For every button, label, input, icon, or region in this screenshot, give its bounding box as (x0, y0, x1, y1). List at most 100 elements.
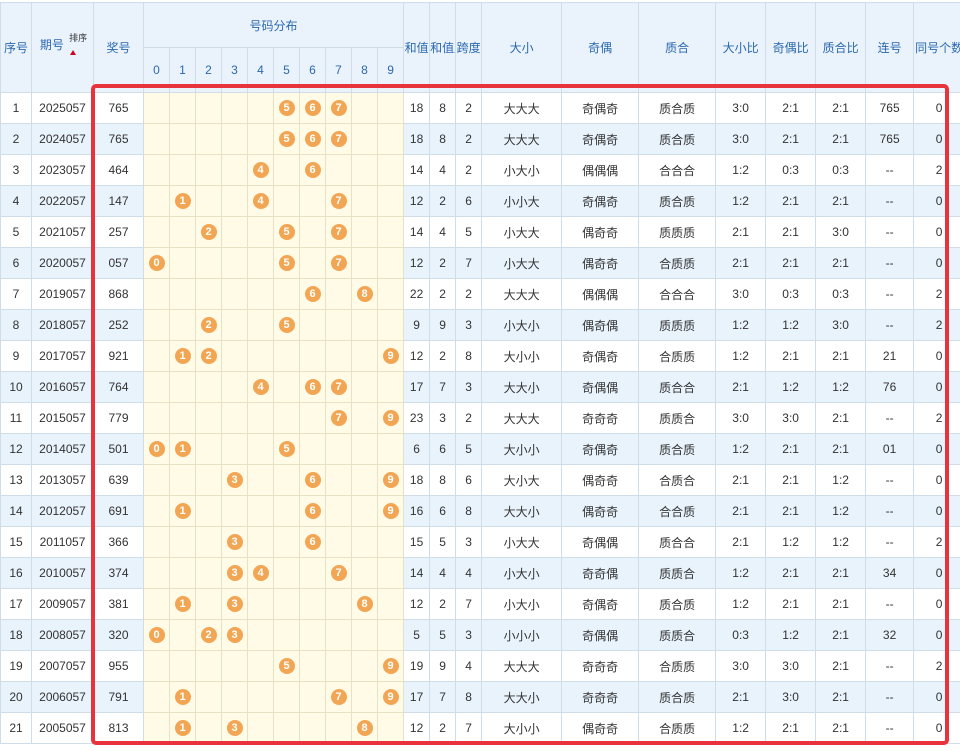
digit-cell (376, 371, 405, 403)
period-cell: 2010057 (31, 557, 94, 589)
sum-tail-cell: 2 (429, 278, 457, 310)
digit-cell: 9 (376, 464, 405, 496)
odd-even-ratio-cell: 1:2 (765, 619, 817, 651)
digit-cell (169, 464, 196, 496)
digit-cell (376, 247, 405, 279)
prime-composite-cell: 质合质 (638, 123, 717, 155)
digit-cell (273, 712, 300, 744)
span-cell: 2 (455, 92, 483, 124)
header-period[interactable]: 期号 排序 (31, 2, 94, 93)
odd-even-cell: 偶奇奇 (561, 495, 640, 527)
sum-tail-cell: 2 (429, 340, 457, 372)
odd-even-cell: 奇偶奇 (561, 92, 640, 124)
digit-cell: 4 (247, 154, 274, 186)
number-ball: 3 (226, 596, 243, 612)
header-big-small-ratio: 大小比 (715, 2, 767, 93)
digit-cell (376, 216, 405, 248)
digit-cell (325, 278, 352, 310)
span-cell: 8 (455, 495, 483, 527)
digit-cell: 6 (299, 154, 326, 186)
seq-cell: 9 (0, 340, 32, 372)
big-small-ratio-cell: 2:1 (715, 526, 767, 558)
digit-cell: 1 (169, 185, 196, 217)
digit-cell: 1 (169, 588, 196, 620)
digit-cell (195, 588, 222, 620)
prize-cell: 252 (93, 309, 144, 341)
digit-cell: 1 (169, 433, 196, 465)
big-small-cell: 大小小 (481, 712, 563, 744)
sum-cell: 22 (403, 278, 431, 310)
number-ball: 1 (174, 689, 191, 705)
digit-cell (351, 619, 378, 651)
prize-cell: 868 (93, 278, 144, 310)
prime-composite-cell: 合质合 (638, 464, 717, 496)
sum-tail-cell: 3 (429, 402, 457, 434)
digit-cell (351, 526, 378, 558)
digit-cell (299, 619, 326, 651)
sum-tail-cell: 8 (429, 123, 457, 155)
digit-cell (376, 309, 405, 341)
period-cell: 2017057 (31, 340, 94, 372)
same-count-cell: 0 (913, 216, 960, 248)
digit-cell: 7 (325, 92, 352, 124)
period-cell: 2007057 (31, 650, 94, 682)
digit-cell (169, 92, 196, 124)
sum-cell: 12 (403, 588, 431, 620)
consecutive-cell: 32 (865, 619, 915, 651)
digit-cell (351, 123, 378, 155)
prime-composite-cell: 合质质 (638, 712, 717, 744)
digit-cell (221, 650, 248, 682)
digit-cell (195, 92, 222, 124)
same-count-cell: 2 (913, 309, 960, 341)
digit-cell: 7 (325, 123, 352, 155)
sort-arrow-icon[interactable] (69, 49, 76, 55)
consecutive-cell: -- (865, 247, 915, 279)
odd-even-cell: 奇奇奇 (561, 681, 640, 713)
digit-cell (299, 712, 326, 744)
sum-cell: 18 (403, 464, 431, 496)
consecutive-cell: -- (865, 495, 915, 527)
big-small-cell: 大大大 (481, 92, 563, 124)
consecutive-cell: -- (865, 650, 915, 682)
digit-cell: 2 (195, 216, 222, 248)
odd-even-ratio-cell: 2:1 (765, 340, 817, 372)
header-same-count: 同号个数 (913, 2, 960, 93)
seq-cell: 18 (0, 619, 32, 651)
digit-cell: 5 (273, 650, 300, 682)
prize-cell: 257 (93, 216, 144, 248)
header-distribution: 号码分布 (142, 2, 405, 48)
big-small-cell: 小小大 (481, 185, 563, 217)
digit-cell (351, 650, 378, 682)
digit-cell (247, 495, 274, 527)
big-small-ratio-cell: 3:0 (715, 650, 767, 682)
sort-link[interactable]: 排序 (69, 32, 88, 43)
digit-cell (221, 92, 248, 124)
digit-cell: 3 (221, 557, 248, 589)
span-cell: 6 (455, 185, 483, 217)
number-ball: 7 (330, 224, 347, 240)
big-small-ratio-cell: 0:3 (715, 619, 767, 651)
number-ball: 8 (356, 720, 373, 736)
prize-cell: 791 (93, 681, 144, 713)
period-cell: 2015057 (31, 402, 94, 434)
same-count-cell: 0 (913, 247, 960, 279)
table-row: 6 2020057 057 0 5 7 12 2 7 小大大 偶奇奇 合质质 2:1 2:1 2:1 -- 0 (0, 247, 960, 279)
sum-cell: 14 (403, 557, 431, 589)
consecutive-cell: -- (865, 712, 915, 744)
table-row: 17 2009057 381 1 3 8 12 2 7 小大小 奇偶奇 质合质 1:2 2:1 2:1 -- 0 (0, 588, 960, 620)
digit-cell (247, 123, 274, 155)
digit-cell (143, 557, 170, 589)
period-cell: 2014057 (31, 433, 94, 465)
prime-composite-ratio-cell: 2:1 (815, 588, 867, 620)
digit-cell (376, 185, 405, 217)
consecutive-cell: 765 (865, 123, 915, 155)
digit-cell (325, 588, 352, 620)
digit-cell (195, 557, 222, 589)
odd-even-ratio-cell: 3:0 (765, 681, 817, 713)
prize-cell: 765 (93, 123, 144, 155)
big-small-ratio-cell: 3:0 (715, 92, 767, 124)
same-count-cell: 0 (913, 681, 960, 713)
number-ball: 2 (200, 317, 217, 333)
odd-even-cell: 奇偶奇 (561, 123, 640, 155)
